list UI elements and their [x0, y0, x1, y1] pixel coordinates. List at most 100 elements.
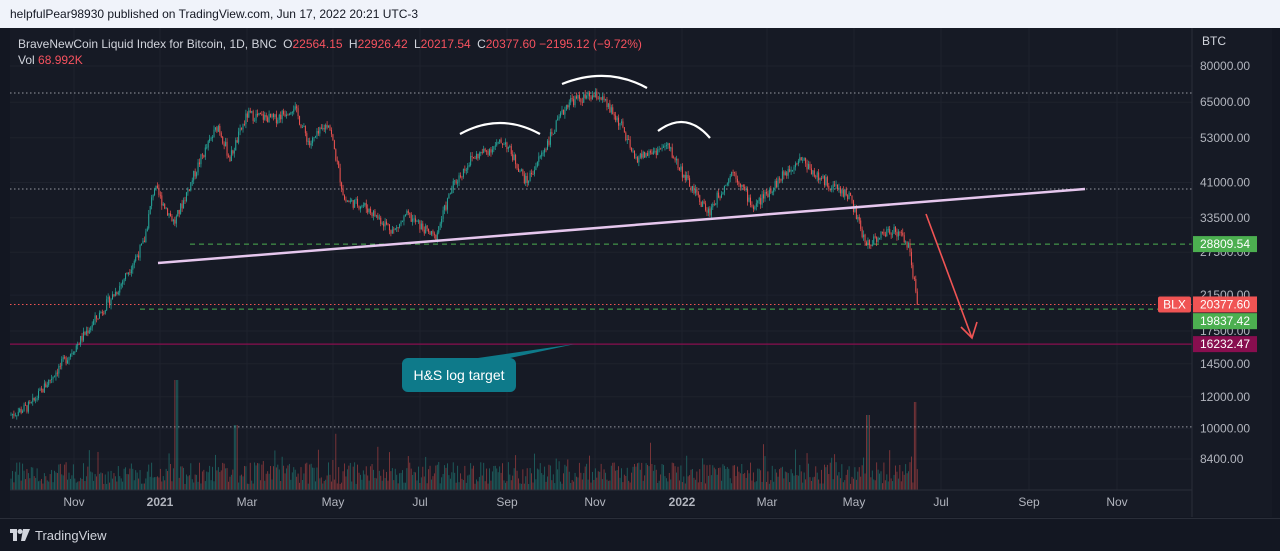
volume-bar [561, 483, 563, 490]
volume-bar [67, 479, 68, 490]
candle-body [837, 184, 838, 190]
volume-bar [88, 450, 90, 490]
volume-bar [383, 469, 385, 490]
candle-body [262, 114, 264, 120]
candle-body [587, 92, 589, 96]
volume-bar [890, 478, 892, 490]
volume-bar [548, 464, 550, 490]
volume-bar [787, 473, 789, 490]
candle-body [715, 204, 717, 206]
volume-bar [219, 472, 221, 490]
horizontal-levels [10, 92, 1192, 428]
candle-body [133, 261, 135, 265]
candle-body [739, 183, 741, 187]
candle-body [780, 179, 782, 181]
volume-bar [42, 483, 44, 490]
volume-bar [781, 466, 783, 490]
candle-body [645, 153, 647, 158]
candle-body [808, 164, 809, 170]
candle-body [754, 206, 756, 210]
candle-body [307, 141, 309, 142]
volume-bar [648, 466, 650, 490]
volume-bar [209, 465, 211, 490]
candle-body [251, 111, 253, 113]
candle-body [525, 175, 527, 184]
volume-bar [180, 466, 182, 490]
volume-bar [607, 480, 609, 490]
volume-bar [164, 480, 166, 490]
volume-bars [10, 380, 918, 490]
candle-body [783, 171, 785, 176]
candle-body [493, 146, 495, 150]
candle-body [306, 133, 308, 142]
candle-body [90, 327, 92, 331]
candle-body [854, 207, 856, 212]
candle-body [16, 415, 18, 417]
candle-body [612, 107, 614, 115]
candle-body [676, 158, 678, 161]
volume-bar [503, 480, 505, 490]
candle-body [132, 264, 134, 270]
volume-bar [602, 479, 604, 490]
volume-bar [699, 469, 701, 490]
candle-body [439, 223, 441, 227]
x-tick-label: Nov [584, 495, 605, 509]
candle-body [506, 142, 508, 150]
candle-body [415, 218, 417, 222]
volume-bar [841, 464, 843, 490]
volume-bar [476, 479, 477, 490]
chart-area[interactable]: H&S log target Nov 2021 Mar May Jul Sep Nov 202… [10, 28, 1272, 517]
volume-bar [596, 477, 598, 490]
volume-bar [271, 479, 273, 490]
volume-bar [409, 462, 411, 490]
volume-bar [623, 474, 625, 490]
candle-body [409, 213, 411, 214]
volume-bar [233, 425, 235, 490]
candle-body [616, 117, 618, 121]
volume-bar [641, 462, 643, 490]
candle-body [502, 143, 504, 145]
volume-bar [491, 471, 493, 490]
candle-body [692, 185, 693, 191]
volume-bar [275, 467, 277, 490]
candle-body [103, 312, 105, 314]
publisher-bar: helpfulPear98930 published on TradingVie… [0, 0, 1280, 28]
volume-bar [181, 466, 183, 490]
volume-bar [357, 464, 358, 490]
volume-bar [200, 483, 202, 490]
candle-body [212, 136, 214, 138]
volume-bar [616, 470, 618, 490]
volume-bar [55, 472, 57, 490]
price-labels: 28809.54 BLX 20377.60 19837.42 16232.47 [1158, 236, 1257, 353]
candle-body [127, 272, 129, 275]
candle-body [248, 110, 250, 118]
candle-body [291, 111, 293, 113]
volume-bar [126, 474, 128, 490]
candle-body [445, 205, 447, 210]
candle-body [156, 185, 158, 188]
candle-body [143, 240, 145, 243]
volume-bar [145, 478, 147, 490]
candle-body [896, 231, 898, 237]
candle-body [22, 410, 24, 413]
candle-body [487, 151, 489, 155]
volume-bar [91, 472, 93, 490]
volume-bar [264, 480, 266, 490]
volume-bar [142, 483, 144, 490]
volume-bar [99, 473, 100, 490]
price-chart[interactable]: H&S log target Nov 2021 Mar May Jul Sep Nov 202… [10, 28, 1272, 517]
volume-bar [138, 478, 140, 490]
candle-body [402, 221, 403, 223]
candle-body [349, 200, 351, 203]
candle-body [776, 180, 778, 187]
volume-bar [457, 465, 459, 490]
candle-body [410, 213, 412, 222]
volume-bar [43, 473, 45, 490]
candle-body [272, 114, 274, 118]
volume-bar [868, 415, 870, 490]
volume-bar [725, 468, 727, 490]
volume-bar [464, 465, 466, 490]
tradingview-logo[interactable]: TradingView [10, 527, 107, 543]
candle-body [252, 111, 254, 121]
volume-bar [732, 465, 734, 490]
